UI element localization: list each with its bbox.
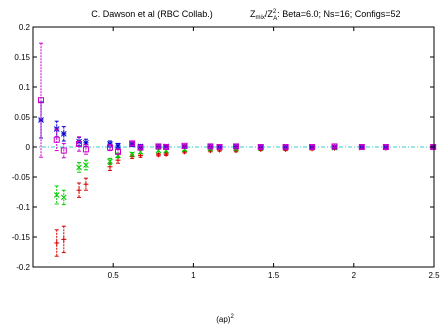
data-point bbox=[216, 144, 223, 150]
data-point bbox=[107, 157, 113, 165]
data-point bbox=[60, 142, 67, 159]
data-point bbox=[282, 144, 289, 150]
data-point bbox=[358, 144, 365, 150]
series-1 bbox=[54, 145, 436, 257]
data-point bbox=[76, 136, 83, 152]
title-left: C. Dawson et al (RBC Collab.) bbox=[91, 9, 213, 19]
data-point bbox=[106, 144, 113, 152]
series-2 bbox=[53, 144, 437, 206]
data-point bbox=[53, 185, 60, 205]
y-tick-label: 0 bbox=[26, 143, 31, 152]
x-axis-label: (ap)2 bbox=[216, 314, 234, 324]
data-point bbox=[76, 162, 82, 173]
tick-layer: 0.2 0.15 0.1 0.05 0 -0.05 -0.1 -0.15 -0.2 0.5 1 1.5… bbox=[12, 23, 440, 280]
data-point bbox=[155, 152, 161, 158]
data-point bbox=[163, 151, 169, 157]
series-4 bbox=[38, 42, 437, 159]
x-tick-label: 1.5 bbox=[268, 271, 280, 280]
y-tick-label: -0.2 bbox=[16, 263, 30, 272]
data-layer bbox=[38, 42, 437, 257]
data-point bbox=[129, 140, 136, 147]
data-point bbox=[129, 151, 135, 158]
x-axis-label-superscript: 2 bbox=[230, 314, 234, 320]
data-point bbox=[60, 189, 67, 206]
data-point bbox=[181, 142, 188, 149]
x-axis-label-main: (ap) bbox=[216, 315, 231, 324]
ratio-denominator-superscript: 2 bbox=[273, 9, 277, 15]
ratio-numerator: Z bbox=[250, 9, 256, 19]
y-tick-label: 0.2 bbox=[19, 23, 31, 32]
title-right: Zmix/Z2 A: Beta=6.0; Ns=16; Configs=52 bbox=[250, 9, 401, 22]
y-tick-label: 0.15 bbox=[14, 53, 30, 62]
data-point bbox=[76, 182, 82, 198]
data-point bbox=[207, 143, 214, 150]
data-point bbox=[331, 143, 338, 150]
x-tick-label: 2.5 bbox=[428, 271, 440, 280]
y-tick-label: -0.05 bbox=[12, 173, 31, 182]
ratio-denominator: Z bbox=[267, 9, 273, 19]
data-point bbox=[309, 144, 316, 150]
data-point bbox=[257, 144, 264, 150]
y-tick-label: 0.1 bbox=[19, 83, 31, 92]
data-point bbox=[82, 144, 89, 155]
ratio-slash: / bbox=[265, 9, 268, 19]
ratio-numerator-subscript: mix bbox=[256, 15, 265, 21]
data-point bbox=[38, 42, 45, 158]
data-point bbox=[382, 144, 389, 150]
data-point bbox=[115, 142, 121, 149]
data-point bbox=[54, 229, 60, 257]
data-point bbox=[163, 144, 170, 150]
y-tick-label: -0.15 bbox=[12, 233, 31, 242]
data-point bbox=[233, 143, 240, 150]
y-tick-label: -0.1 bbox=[16, 203, 30, 212]
data-point bbox=[53, 128, 60, 152]
series-3 bbox=[38, 101, 437, 150]
data-point bbox=[83, 159, 89, 171]
data-point bbox=[61, 225, 67, 254]
x-tick-label: 1 bbox=[191, 271, 196, 280]
data-point bbox=[83, 177, 89, 191]
data-point bbox=[137, 144, 144, 151]
ratio-denominator-subscript: A bbox=[273, 16, 277, 22]
title-details: : Beta=6.0; Ns=16; Configs=52 bbox=[277, 9, 400, 19]
data-point bbox=[155, 143, 162, 150]
data-point bbox=[115, 148, 122, 155]
x-tick-label: 0.5 bbox=[108, 271, 120, 280]
y-tick-label: 0.05 bbox=[14, 113, 30, 122]
x-tick-label: 2 bbox=[352, 271, 357, 280]
data-point bbox=[60, 126, 67, 142]
